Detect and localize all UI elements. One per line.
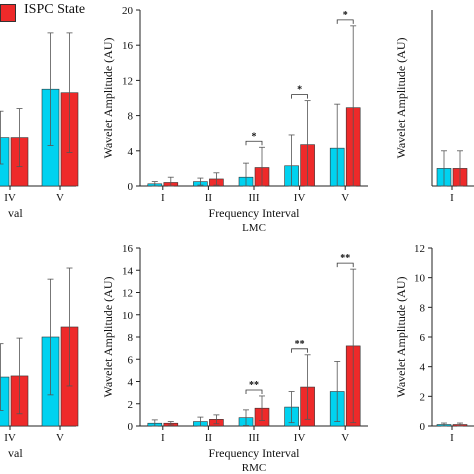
significance-bracket [336,19,354,24]
y-tick-label: 8 [420,302,426,314]
y-tick-label: 4 [128,146,134,158]
y-tick-label: 2 [128,399,134,411]
x-tick-label: V [341,432,349,444]
y-tick-label: 14 [122,265,134,277]
y-tick-label: 0 [128,421,134,433]
significance-bracket [291,348,308,353]
y-tick-label: 8 [128,111,134,123]
y-axis-label: Wavelet Amplitude (AU) [394,37,408,158]
x-axis-label: val [8,446,23,460]
y-tick-label: 0 [420,421,426,433]
significance-marker: * [297,85,302,96]
x-axis-label: Frequency Interval [209,446,301,460]
x-tick-label: V [341,192,349,204]
x-tick-label: I [450,192,454,204]
y-tick-label: 12 [122,75,133,87]
significance-bracket [245,389,263,394]
x-tick-label: II [205,192,213,204]
significance-bracket [336,262,354,268]
significance-marker: ** [249,380,259,391]
x-tick-label: IV [294,432,306,444]
y-tick-label: 20 [122,5,134,17]
panel-title: LMC [242,222,266,234]
x-tick-label: III [249,432,260,444]
bar-baseline-IV [0,137,10,187]
y-axis-label: Wavelet Amplitude (AU) [394,276,408,397]
x-tick-label: I [161,192,165,204]
significance-marker: * [343,10,348,21]
x-tick-label: II [205,432,213,444]
y-tick-label: 12 [122,288,133,300]
legend: ISPC State [0,0,150,26]
y-tick-label: 16 [122,243,134,255]
y-tick-label: 6 [128,354,134,366]
x-tick-label: V [56,432,64,444]
x-axis-label: val [8,206,23,220]
x-tick-label: III [249,192,260,204]
y-tick-label: 10 [122,310,134,322]
x-tick-label: IV [4,432,16,444]
x-tick-label: I [161,432,165,444]
x-tick-label: V [56,192,64,204]
x-tick-label: I [450,432,454,444]
panel-title: RMC [242,462,266,474]
y-tick-label: 6 [420,332,426,344]
y-tick-label: 12 [414,243,425,255]
significance-bracket [291,94,308,99]
significance-marker: ** [340,253,350,264]
y-axis-label: Wavelet Amplitude (AU) [101,276,115,397]
y-tick-label: 8 [128,332,134,344]
significance-bracket [245,140,263,146]
y-tick-label: 4 [128,377,134,389]
y-axis-label: Wavelet Amplitude (AU) [101,37,115,158]
significance-marker: * [252,131,257,142]
significance-marker: ** [295,339,305,350]
y-tick-label: 2 [420,391,426,403]
y-tick-label: 10 [414,273,426,285]
bar-baseline-IV [0,376,10,427]
x-tick-label: IV [4,192,16,204]
y-tick-label: 16 [122,40,134,52]
legend-swatch-ispc [0,4,16,22]
legend-label-ispc: ISPC State [24,2,86,17]
x-axis-label: Frequency Interval [209,206,301,220]
y-tick-label: 4 [420,362,426,374]
x-tick-label: IV [294,192,306,204]
y-tick-label: 0 [128,181,134,193]
